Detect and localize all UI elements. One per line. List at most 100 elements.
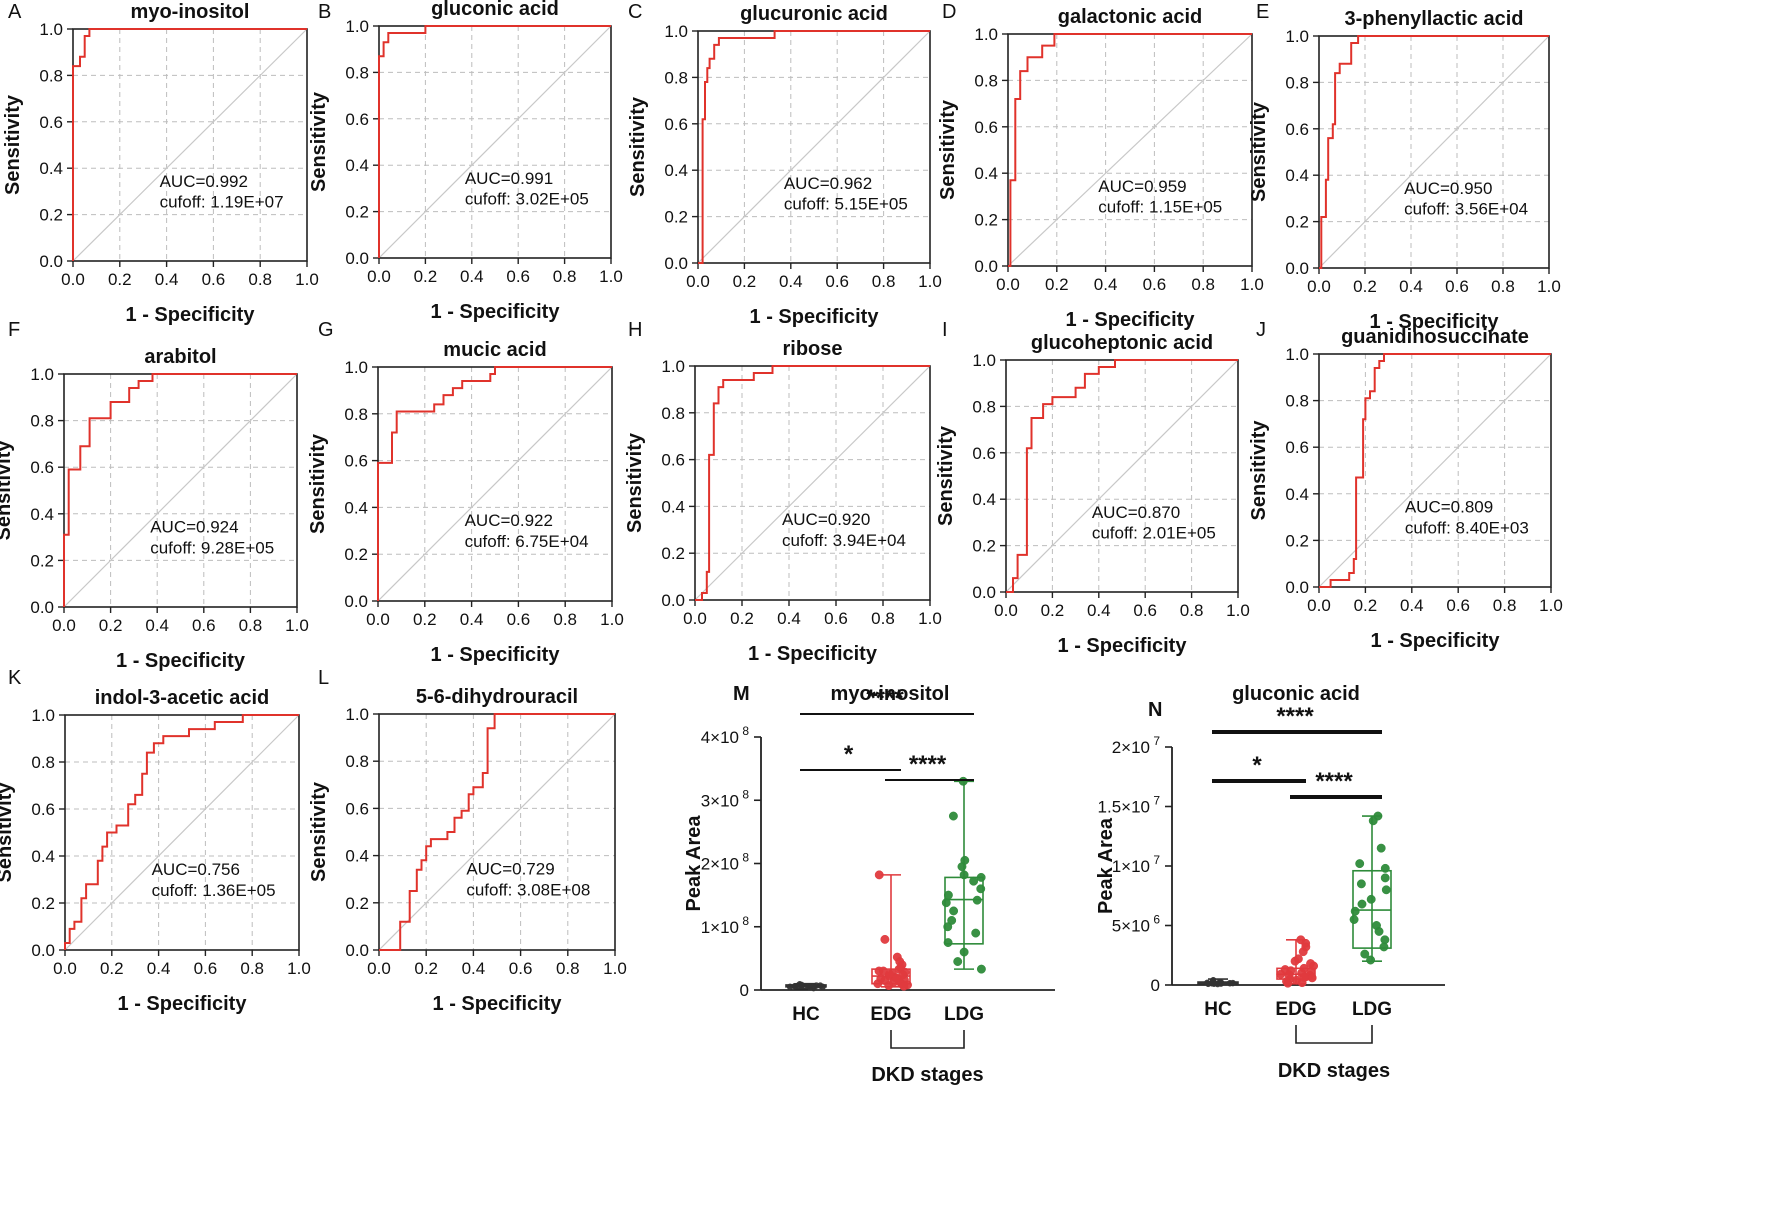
x-tick-label: 0.4: [1400, 596, 1424, 615]
chart-title: 3-phenyllactic acid: [1345, 8, 1524, 30]
roc-curve: [1319, 35, 1549, 269]
auc-annotation: AUC=0.920: [782, 510, 870, 529]
data-point: [1284, 970, 1294, 980]
y-tick-exponent: 8: [742, 787, 749, 801]
reference-diagonal: [63, 373, 298, 608]
cutoff-annotation: cufoff: 8.40E+03: [1405, 518, 1529, 537]
y-tick-label: 0.8: [30, 412, 54, 431]
x-axis-label: 1 - Specificity: [118, 993, 248, 1015]
x-tick-label: 1.0: [1539, 596, 1563, 615]
y-tick-exponent: 8: [742, 724, 749, 738]
y-axis-label: Sensitivity: [0, 440, 15, 541]
y-tick-label: 0.4: [974, 164, 998, 183]
roc-panel-g: 0.00.0 0.2 0.2 0.4 0.4 0.6 0.6 0.8 0.8 1.0 1.0 muci…: [307, 319, 624, 666]
data-point: [899, 981, 909, 991]
auc-annotation: AUC=0.809: [1405, 497, 1493, 516]
y-tick-label: 1.0: [30, 365, 54, 384]
data-point: [941, 898, 951, 908]
data-point: [943, 922, 953, 932]
data-point: [943, 890, 953, 900]
x-tick-label: 0.4: [147, 959, 171, 978]
y-axis-label: Sensitivity: [307, 433, 329, 534]
y-tick-label: 0.6: [972, 444, 996, 463]
data-point: [873, 979, 883, 989]
x-tick-label: 1.0: [918, 272, 942, 291]
x-tick-label: 0.6: [194, 959, 218, 978]
cutoff-annotation: cufoff: 6.75E+04: [465, 532, 589, 551]
x-tick-label: 0.0: [994, 601, 1018, 620]
data-point: [1349, 915, 1359, 924]
chart-title: guanidinosuccinate: [1341, 326, 1529, 348]
x-tick-label: 0.0: [996, 275, 1020, 294]
roc-curve: [1006, 359, 1238, 593]
auc-annotation: AUC=0.729: [466, 859, 554, 878]
cutoff-annotation: cufoff: 5.15E+05: [784, 195, 908, 214]
x-tick-label: 0.2: [414, 959, 438, 978]
data-point: [1368, 816, 1378, 826]
x-tick-label: 0.4: [1094, 275, 1118, 294]
y-tick-label: 0.0: [972, 583, 996, 602]
y-tick-label: 0.6: [661, 451, 685, 470]
y-tick-label: 0.2: [972, 537, 996, 556]
y-tick-label: 0.0: [345, 941, 369, 960]
data-point: [880, 934, 890, 944]
roc-curve: [1008, 33, 1252, 267]
x-tick-label: 0.0: [52, 616, 76, 635]
x-axis-label: 1 - Specificity: [1066, 309, 1196, 331]
y-tick-label: 0.2: [345, 894, 369, 913]
reference-diagonal: [1318, 353, 1552, 588]
x-axis-label: 1 - Specificity: [1371, 630, 1501, 652]
auc-annotation: AUC=0.962: [784, 174, 872, 193]
panel-letter: K: [8, 667, 22, 689]
chart-title: arabitol: [144, 346, 216, 368]
y-tick-label: 0.8: [345, 63, 369, 82]
y-tick-label: 0: [1151, 976, 1160, 995]
data-point: [1366, 955, 1376, 965]
y-tick-label: 1.0: [345, 705, 369, 724]
y-tick-label: 0.2: [974, 211, 998, 230]
data-point: [976, 884, 986, 894]
y-tick-label: 1.0: [974, 25, 998, 44]
y-tick-label: 0.6: [31, 800, 55, 819]
panel-letter: B: [318, 1, 331, 23]
auc-annotation: AUC=0.924: [150, 517, 238, 536]
x-tick-label: 1.0: [603, 959, 627, 978]
stage-bracket: [1295, 1025, 1373, 1044]
data-point: [957, 862, 967, 872]
y-tick-label: 0.2: [30, 551, 54, 570]
y-tick-exponent: 7: [1153, 853, 1160, 867]
y-tick-label: 1.0: [661, 357, 685, 376]
x-tick-label: 1.0: [1240, 275, 1264, 294]
x-tick-label: 0.6: [1133, 601, 1157, 620]
x-axis-label: 1 - Specificity: [126, 304, 256, 326]
chart-title: myo-inositol: [131, 1, 250, 23]
reference-diagonal: [64, 714, 300, 951]
y-tick-label: 1.0: [1285, 345, 1309, 364]
x-tick-label: 0.2: [733, 272, 757, 291]
x-tick-label: 0.6: [506, 267, 530, 286]
x-tick-label: 0.6: [192, 616, 216, 635]
y-tick-exponent: 7: [1153, 734, 1160, 748]
reference-diagonal: [72, 28, 308, 262]
roc-panel-k: 0.00.0 0.2 0.2 0.4 0.4 0.6 0.6 0.8 0.8 1.0 1.0 indo…: [0, 667, 311, 1015]
x-tick-label: 0.8: [240, 959, 264, 978]
x-tick-label: 0.8: [553, 610, 577, 629]
x-tick-label: 0.4: [1399, 277, 1423, 296]
data-point: [1356, 879, 1366, 889]
y-tick-label: 0.4: [345, 847, 369, 866]
roc-curve: [377, 366, 612, 601]
data-point: [949, 906, 959, 916]
panel-letter: L: [318, 667, 329, 689]
panel-letter: G: [318, 319, 334, 341]
significance-label: *: [1252, 752, 1262, 779]
y-tick-label: 0.2: [664, 208, 688, 227]
reference-diagonal: [1007, 33, 1253, 267]
panel-letter: D: [942, 1, 956, 23]
roc-panel-a: 0.00.0 0.2 0.2 0.4 0.4 0.6 0.6 0.8 0.8 1.0 1.0 myo-…: [2, 1, 319, 326]
data-point: [976, 872, 986, 882]
cutoff-annotation: cufoff: 3.94E+04: [782, 531, 906, 550]
x-axis-label: 1 - Specificity: [1370, 311, 1500, 333]
y-axis-label: Sensitivity: [1248, 101, 1270, 202]
x-tick-label: 1.0: [1537, 277, 1561, 296]
cutoff-annotation: cufoff: 3.02E+05: [465, 190, 589, 209]
